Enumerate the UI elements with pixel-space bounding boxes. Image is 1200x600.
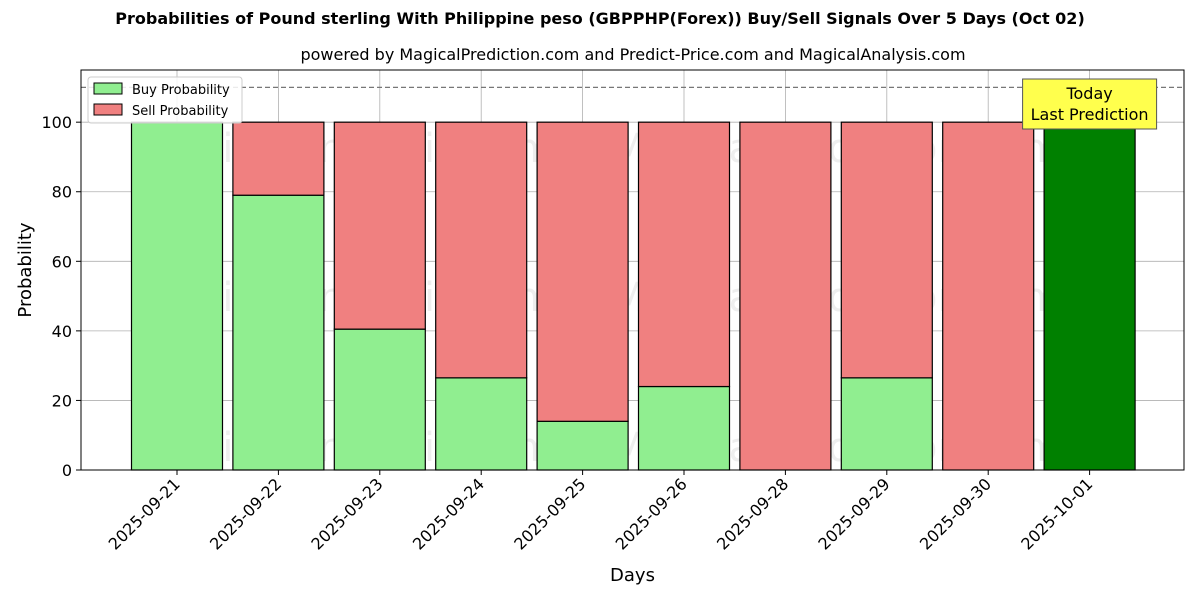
legend-label: Buy Probability	[132, 83, 230, 98]
x-tick-label: 2025-09-29	[814, 474, 893, 553]
legend-swatch	[93, 103, 123, 116]
x-tick-label: 2025-09-30	[916, 474, 995, 553]
chart-title: Probabilities of Pound sterling With Phi…	[115, 9, 1085, 28]
legend: Buy Probability Sell Probability	[87, 76, 243, 124]
annotation-box	[1022, 78, 1158, 130]
buy-bar	[1043, 121, 1136, 471]
sell-bar	[637, 121, 731, 388]
x-tick-label: 2025-09-22	[206, 474, 285, 553]
sell-bar	[536, 121, 629, 422]
plot-frame	[80, 69, 1185, 471]
y-tick-label: 40	[52, 322, 72, 341]
sell-bar	[942, 121, 1035, 471]
sell-bar	[333, 121, 426, 330]
y-tick-label: 100	[41, 113, 72, 132]
buy-bar	[536, 420, 629, 471]
buy-bar	[333, 328, 426, 471]
sell-bar	[840, 121, 933, 379]
sell-bar	[739, 121, 832, 471]
y-tick-label: 80	[52, 183, 72, 202]
x-tick-label: 2025-09-25	[510, 474, 589, 553]
buy-bar	[840, 377, 933, 471]
today-annotation: Today Last Prediction	[1022, 78, 1158, 130]
y-tick-label: 20	[52, 391, 72, 410]
buy-bar	[435, 377, 528, 471]
x-tick-label: 2025-10-01	[1017, 474, 1096, 553]
annotation-line: Last Prediction	[1031, 105, 1149, 124]
x-tick-label: 2025-09-24	[409, 474, 488, 553]
x-tick-label: 2025-09-21	[105, 474, 184, 553]
y-axis: 0 20 40 60 80 100	[41, 113, 81, 480]
y-tick-label: 60	[52, 252, 72, 271]
x-tick-label: 2025-09-26	[612, 474, 691, 553]
buy-bar	[130, 121, 224, 471]
bars-layer	[130, 121, 1136, 471]
buy-bar	[637, 385, 731, 471]
sell-bar	[232, 121, 325, 196]
chart-subtitle: powered by MagicalPrediction.com and Pre…	[300, 45, 966, 64]
sell-bar	[435, 121, 528, 379]
y-tick-label: 0	[62, 461, 72, 480]
x-axis: 2025-09-21 2025-09-22 2025-09-23 2025-09-24…	[105, 470, 1096, 554]
annotation-line: Today	[1065, 84, 1112, 103]
x-tick-label: 2025-09-23	[307, 474, 386, 553]
legend-label: Sell Probability	[132, 104, 229, 119]
y-axis-label: Probability	[15, 222, 36, 317]
legend-swatch	[93, 82, 123, 95]
buy-bar	[232, 194, 325, 471]
legend-box	[87, 76, 243, 124]
x-axis-label: Days	[610, 565, 655, 586]
x-tick-label: 2025-09-28	[713, 474, 792, 553]
